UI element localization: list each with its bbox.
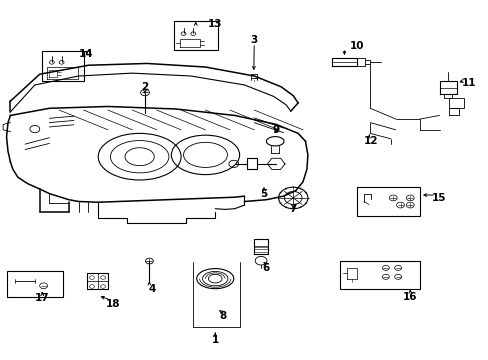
Text: 3: 3 — [250, 35, 257, 45]
Text: 2: 2 — [141, 82, 148, 92]
Text: 15: 15 — [431, 193, 446, 203]
Bar — [42, 51, 83, 81]
Text: 9: 9 — [272, 125, 279, 135]
Text: 12: 12 — [363, 136, 378, 145]
Text: 18: 18 — [105, 299, 120, 309]
Bar — [173, 22, 217, 50]
Text: 4: 4 — [148, 284, 155, 294]
Text: 6: 6 — [262, 263, 269, 273]
Bar — [6, 271, 62, 297]
Text: 1: 1 — [211, 334, 219, 345]
Text: 11: 11 — [461, 78, 475, 88]
Text: 8: 8 — [219, 311, 226, 321]
Bar — [356, 187, 419, 216]
Text: 5: 5 — [260, 189, 267, 199]
Text: 14: 14 — [79, 49, 93, 59]
Text: 17: 17 — [35, 293, 49, 303]
Text: 16: 16 — [402, 292, 417, 302]
Text: 7: 7 — [289, 204, 296, 214]
Bar — [339, 261, 419, 289]
Text: 10: 10 — [349, 41, 363, 50]
Text: 13: 13 — [207, 19, 222, 29]
